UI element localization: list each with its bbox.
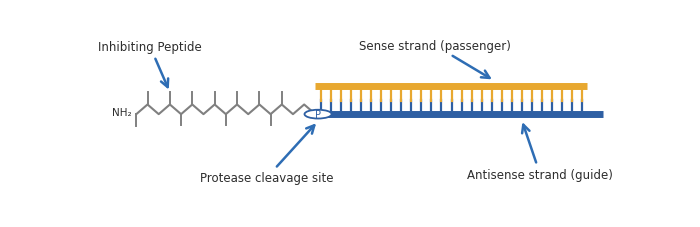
Text: Sense strand (passenger): Sense strand (passenger): [358, 39, 510, 79]
Text: NH₂: NH₂: [113, 108, 132, 118]
Text: Protease cleavage site: Protease cleavage site: [199, 126, 333, 185]
Text: P: P: [315, 110, 321, 120]
Circle shape: [304, 110, 332, 119]
Text: Inhibiting Peptide: Inhibiting Peptide: [98, 41, 202, 88]
Text: Antisense strand (guide): Antisense strand (guide): [468, 125, 613, 181]
